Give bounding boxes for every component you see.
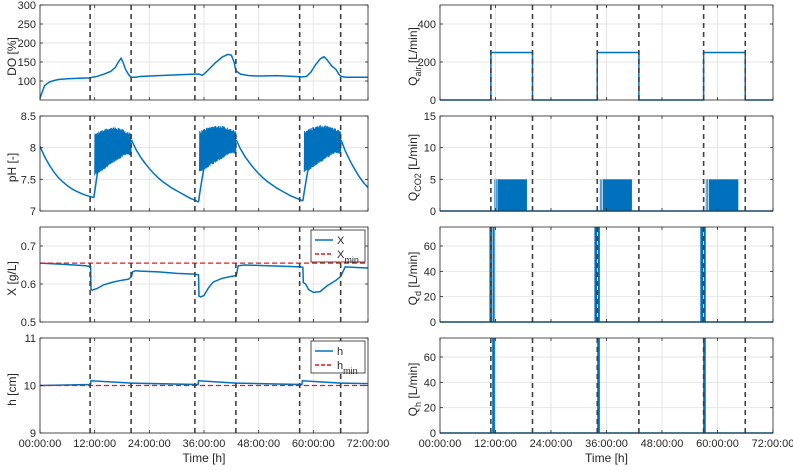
- y-tick-label: 0.5: [21, 317, 36, 329]
- subplot-ph: 7 7.5 8 8.5 pH [-]: [5, 111, 369, 218]
- co2-pulse-block-2: [709, 179, 739, 211]
- subplot-do: 100 150 200 250 300 DO [%]: [5, 0, 369, 101]
- plot-content: [40, 338, 368, 433]
- y-tick-label: 0: [430, 428, 436, 440]
- y-axis-label: Qd [L/min]: [406, 252, 423, 306]
- y-tick-label: 100: [18, 76, 36, 88]
- series-line-ph-1: [93, 153, 105, 198]
- y-tick-label: 60: [424, 241, 436, 253]
- x-tick-label: 12:00:00: [73, 438, 116, 450]
- plot-content: [40, 5, 368, 100]
- x-tick-label: 48:00:00: [641, 438, 684, 450]
- y-tick-label: 200: [418, 57, 436, 69]
- y-tick-label: 0: [430, 317, 436, 329]
- co2-pulse-block-1: [603, 179, 632, 211]
- x-tick-label: 72:00:00: [752, 438, 793, 450]
- legend: X Xmin: [310, 229, 366, 265]
- ph-oscillation-1: [198, 125, 237, 172]
- plot-content: [40, 116, 368, 211]
- y-axis-label: X [g/L]: [5, 261, 19, 296]
- y-tick-label: 15: [424, 111, 436, 123]
- co2-pulse-block-0: [497, 179, 527, 211]
- x-tick-label: 24:00:00: [530, 438, 573, 450]
- y-tick-label: 8.5: [21, 111, 36, 123]
- subplot-qh: 0 20 40 60 00:00:00 12:00:00 24:00:00 36:00:00 4…: [406, 337, 793, 465]
- y-tick-label: 11: [25, 333, 36, 345]
- y-axis-label: pH [-]: [5, 153, 19, 182]
- series-line-x-0: [40, 262, 368, 298]
- series-line-h-0: [40, 379, 368, 387]
- y-tick-label: 300: [18, 0, 36, 12]
- legend-label: hmin: [337, 360, 358, 376]
- y-tick-label: 0.7: [21, 241, 36, 253]
- series-line-qair-0: [440, 51, 773, 101]
- subplot-h: 9 10 11 00:00:00 12:00:00 24:00:00 36:00:00 48:…: [5, 333, 389, 465]
- y-tick-label: 200: [18, 38, 36, 50]
- y-axis-label: h [cm]: [5, 373, 19, 406]
- plot-content: [440, 5, 773, 101]
- y-axis-label: Qh [L/min]: [406, 363, 423, 417]
- series-line-ph-4: [235, 139, 304, 202]
- subplot-x: 0.5 0.6 0.7X [g/L] X Xmin: [5, 226, 369, 329]
- y-axis-label: DO [%]: [5, 37, 19, 76]
- legend-label: X: [337, 235, 345, 247]
- y-tick-label: 400: [418, 19, 436, 31]
- series-line-do-0: [40, 53, 368, 99]
- x-tick-label: 60:00:00: [696, 438, 739, 450]
- y-tick-label: 10: [24, 381, 36, 393]
- series-line-ph-2: [130, 139, 199, 203]
- y-tick-label: 20: [424, 403, 436, 415]
- y-tick-label: 0: [430, 95, 436, 107]
- x-tick-label: 36:00:00: [183, 438, 226, 450]
- y-axis-label: QCO2 [L/min]: [406, 134, 423, 201]
- y-tick-label: 20: [424, 292, 436, 304]
- x-tick-label: 36:00:00: [585, 438, 628, 450]
- x-tick-label: 12:00:00: [474, 438, 517, 450]
- x-axis-label: Time [h]: [585, 451, 628, 465]
- y-tick-label: 5: [430, 174, 436, 186]
- plot-content: [440, 227, 773, 323]
- series-line-ph-5: [302, 152, 315, 201]
- y-tick-label: 40: [424, 377, 436, 389]
- y-tick-label: 250: [18, 19, 36, 31]
- x-tick-label: 60:00:00: [292, 438, 335, 450]
- y-tick-label: 0.6: [21, 279, 36, 291]
- plot-content: [40, 227, 368, 322]
- y-tick-label: 40: [424, 266, 436, 278]
- legend-label: h: [337, 346, 343, 358]
- x-tick-label: 48:00:00: [237, 438, 280, 450]
- x-axis-label: Time [h]: [183, 451, 226, 465]
- y-tick-label: 0: [430, 206, 436, 218]
- series-line-ph-6: [340, 139, 368, 189]
- legend-box: [310, 340, 366, 374]
- y-tick-label: 8: [30, 143, 36, 155]
- ph-oscillation-2: [303, 125, 342, 173]
- y-axis-label: Qair [L/min]: [406, 27, 423, 86]
- y-tick-label: 7: [30, 206, 36, 218]
- y-tick-label: 60: [424, 352, 436, 364]
- x-tick-label: 00:00:00: [419, 438, 462, 450]
- y-tick-label: 7.5: [21, 174, 36, 186]
- ph-oscillation-0: [94, 127, 132, 176]
- legend: h hmin: [310, 340, 366, 376]
- legend-label: Xmin: [337, 249, 359, 265]
- y-tick-label: 9: [30, 428, 36, 440]
- series-line-ph-3: [197, 152, 210, 203]
- y-tick-label: 10: [424, 143, 436, 155]
- y-tick-label: 150: [18, 57, 36, 69]
- series-line-ph-0: [40, 146, 95, 199]
- legend-box: [310, 229, 366, 263]
- x-tick-label: 72:00:00: [347, 438, 390, 450]
- x-tick-label: 24:00:00: [128, 438, 171, 450]
- x-tick-label: 00:00:00: [19, 438, 62, 450]
